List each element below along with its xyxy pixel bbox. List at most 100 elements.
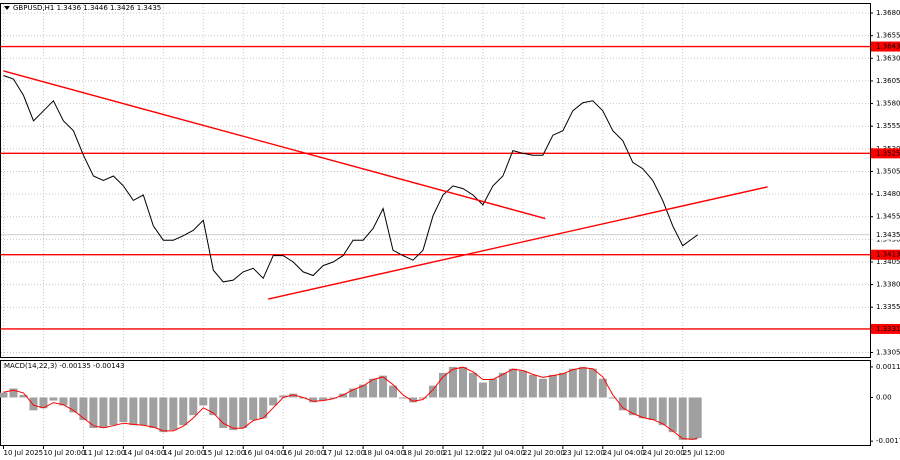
y-tick-label: 1.3655 — [876, 32, 900, 40]
level-tag — [871, 148, 900, 159]
y-tick-label: 1.3355 — [876, 303, 900, 311]
y-tick-label: 1.3680 — [876, 9, 900, 17]
macd-bar — [409, 397, 418, 403]
macd-bar — [329, 397, 338, 399]
macd-bar — [49, 397, 58, 401]
macd-bar — [119, 397, 128, 423]
macd-bar — [498, 372, 507, 398]
level-label: 1.3643 — [876, 43, 900, 51]
macd-bar — [79, 397, 88, 421]
macd-bar — [399, 397, 408, 399]
macd-bar — [598, 378, 607, 398]
macd-bar — [99, 397, 108, 429]
x-tick-label: 21 Jul 12:00 — [443, 449, 485, 457]
macd-bar — [578, 366, 587, 398]
macd-bar — [688, 397, 697, 440]
y-tick-label: 1.3605 — [876, 77, 900, 85]
macd-bar — [89, 397, 98, 429]
macd-bar — [419, 397, 428, 399]
x-tick-label: 10 Jul 20:00 — [43, 449, 85, 457]
macd-bar — [69, 397, 78, 413]
y-tick-label: 1.3555 — [876, 122, 900, 130]
macd-bar — [239, 397, 248, 429]
y-tick-label: 1.3455 — [876, 213, 900, 221]
macd-bar — [289, 393, 298, 398]
macd-bar — [668, 397, 677, 433]
macd-bar — [379, 375, 388, 398]
macd-bar — [179, 397, 188, 426]
level-tag — [871, 41, 900, 52]
x-tick-label: 17 Jul 12:00 — [323, 449, 365, 457]
macd-bar — [0, 392, 8, 398]
macd-bar — [249, 397, 258, 421]
x-tick-label: 24 Jul 04:00 — [603, 449, 645, 457]
x-tick-label: 25 Jul 12:00 — [683, 449, 725, 457]
macd-bar — [558, 372, 567, 398]
x-tick-label: 14 Jul 20:00 — [163, 449, 205, 457]
x-tick-label: 14 Jul 04:00 — [123, 449, 165, 457]
macd-bar — [369, 378, 378, 398]
trend-line — [268, 186, 768, 300]
signal-line — [3, 366, 698, 440]
macd-bar — [269, 397, 278, 406]
macd-bar — [339, 393, 348, 398]
macd-panel — [0, 360, 871, 446]
x-tick-label: 16 Jul 20:00 — [283, 449, 325, 457]
x-tick-label: 10 Jul 2025 — [3, 449, 43, 457]
x-tick-label: 18 Jul 04:00 — [363, 449, 405, 457]
macd-bar — [518, 370, 527, 398]
macd-bar — [359, 384, 368, 398]
macd-bar — [9, 388, 18, 398]
macd-bar — [538, 378, 547, 398]
macd-bar — [468, 372, 477, 398]
y-tick-label: 1.3480 — [876, 190, 900, 198]
y-tick-label: 1.3580 — [876, 100, 900, 108]
x-tick-label: 22 Jul 20:00 — [523, 449, 565, 457]
macd-bar — [389, 385, 398, 398]
macd-bar — [189, 397, 198, 416]
macd-bar — [678, 397, 687, 440]
macd-bar — [693, 397, 702, 439]
x-tick-label: 11 Jul 12:00 — [83, 449, 125, 457]
trend-line — [3, 70, 546, 220]
macd-bar — [129, 397, 138, 426]
level-label: 1.3331 — [876, 325, 900, 333]
current-price-tag — [871, 229, 900, 240]
macd-bar — [618, 397, 627, 411]
level-label: 1.3525 — [876, 149, 900, 157]
macd-bar — [488, 378, 497, 398]
macd-bar — [438, 372, 447, 398]
y-tick-label: 1.3630 — [876, 54, 900, 62]
macd-bar — [309, 397, 318, 403]
x-tick-label: 24 Jul 20:00 — [643, 449, 685, 457]
macd-bar — [149, 397, 158, 429]
macd-bar — [528, 374, 537, 398]
macd-bar — [59, 397, 68, 406]
x-tick-label: 15 Jul 12:00 — [203, 449, 245, 457]
macd-bar — [588, 368, 597, 398]
level-tag — [871, 249, 900, 260]
price-line — [3, 75, 698, 283]
macd-bar — [648, 397, 657, 421]
dropdown-icon — [4, 6, 10, 10]
macd-bar — [319, 397, 328, 401]
macd-bar — [219, 397, 228, 429]
macd-bar — [548, 374, 557, 398]
x-tick-label: 23 Jul 12:00 — [563, 449, 605, 457]
macd-bar — [229, 397, 238, 431]
macd-bar — [349, 388, 358, 398]
macd-bar — [429, 385, 438, 398]
macd-bar — [638, 397, 647, 419]
macd-title: MACD(14,22,3) -0.00135 -0.00143 — [4, 362, 125, 370]
macd-bar — [568, 368, 577, 398]
macd-bar — [19, 394, 28, 398]
y-tick-label: 1.3405 — [876, 258, 900, 266]
macd-bar — [658, 397, 667, 426]
y-tick-label: 0.00119 — [876, 363, 900, 371]
level-label: 1.3413 — [876, 251, 900, 259]
x-tick-label: 16 Jul 04:00 — [243, 449, 285, 457]
macd-bar — [169, 397, 178, 431]
macd-bar — [259, 397, 268, 419]
